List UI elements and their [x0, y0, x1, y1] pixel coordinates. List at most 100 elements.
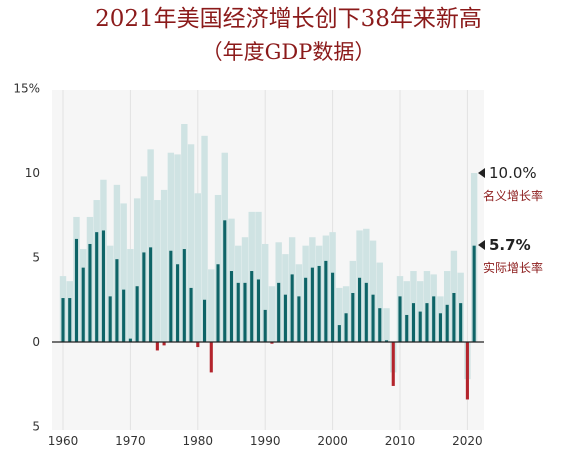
nominal-bar	[403, 281, 410, 342]
real-bar	[418, 311, 422, 342]
x-axis-ticks: 1960 1970 1980 1990 2000 2010 2020	[48, 434, 483, 448]
nominal-end-value: 10.0%	[489, 164, 537, 182]
arrow-left-icon	[478, 240, 485, 250]
y-tick-label: 5	[32, 420, 40, 434]
nominal-bar	[127, 249, 134, 342]
real-bar	[155, 342, 159, 351]
real-bar	[472, 245, 476, 342]
real-bar	[196, 342, 200, 348]
real-bar	[101, 230, 105, 342]
chart-subtitle: （年度GDP数据）	[201, 40, 376, 64]
real-bar	[202, 299, 207, 342]
real-bar	[364, 282, 368, 342]
nominal-bar	[160, 189, 168, 342]
real-bar	[256, 279, 261, 342]
real-bar	[182, 249, 186, 342]
real-bar	[398, 296, 402, 342]
nominal-bar	[106, 245, 114, 342]
real-bar	[61, 298, 65, 342]
real-bar	[351, 292, 355, 342]
nominal-end-label: 名义增长率	[483, 188, 543, 203]
real-bar	[331, 272, 335, 342]
real-bar	[290, 274, 294, 342]
nominal-bar	[181, 123, 188, 343]
nominal-bar	[147, 149, 154, 342]
real-bar	[142, 252, 146, 342]
nominal-bar	[201, 135, 208, 342]
real-bar	[452, 292, 456, 342]
real-end-value: 5.7%	[489, 236, 531, 254]
end-label-real: 5.7% 实际增长率	[478, 236, 543, 275]
real-bar	[371, 294, 375, 342]
real-bar	[270, 342, 274, 344]
nominal-bar	[133, 198, 141, 342]
y-tick-label: 0	[32, 335, 40, 349]
real-bar	[115, 259, 119, 342]
nominal-bar	[376, 262, 383, 342]
x-tick-label: 1990	[250, 434, 281, 448]
nominal-bar	[120, 203, 127, 342]
real-bar	[277, 282, 281, 342]
y-axis-ticks: 15% 10 5 0 5	[13, 82, 40, 434]
real-bar	[358, 277, 362, 342]
real-bar	[304, 277, 308, 342]
nominal-bar	[194, 193, 201, 342]
real-bar	[337, 325, 341, 342]
real-bar	[324, 260, 328, 342]
real-bar	[128, 338, 132, 342]
real-bar	[189, 287, 193, 342]
real-bar	[391, 342, 395, 386]
real-series	[61, 220, 476, 400]
real-bar	[438, 313, 442, 342]
nominal-bar	[154, 200, 161, 342]
real-end-label: 实际增长率	[483, 260, 543, 275]
real-bar	[378, 308, 382, 342]
real-bar	[95, 232, 99, 342]
real-bar	[384, 340, 389, 342]
real-bar	[74, 238, 79, 342]
real-bar	[169, 250, 173, 342]
real-bar	[432, 296, 436, 342]
real-bar	[263, 309, 267, 342]
y-tick-label: 15%	[13, 82, 40, 96]
real-bar	[149, 247, 153, 342]
real-bar	[88, 243, 92, 342]
real-bar	[344, 313, 348, 342]
real-bar	[108, 296, 112, 342]
nominal-bar	[208, 269, 215, 342]
real-bar	[459, 303, 463, 342]
real-bar	[445, 304, 449, 342]
real-bar	[216, 264, 220, 342]
real-bar	[283, 294, 287, 342]
real-bar	[250, 271, 254, 342]
real-bar	[229, 271, 234, 342]
nominal-bar	[336, 287, 343, 342]
nominal-bar	[369, 240, 377, 342]
x-tick-label: 1960	[48, 434, 79, 448]
x-tick-label: 1970	[115, 434, 146, 448]
real-bar	[162, 342, 166, 346]
real-bar	[68, 298, 72, 342]
real-bar	[317, 265, 321, 342]
real-bar	[236, 282, 240, 342]
real-bar	[297, 296, 301, 342]
nominal-bar	[167, 152, 175, 342]
arrow-left-icon	[478, 168, 485, 178]
x-tick-label: 2020	[452, 434, 483, 448]
y-tick-label: 5	[32, 251, 40, 265]
real-bar	[310, 267, 314, 342]
nominal-bar	[383, 308, 390, 342]
real-bar	[209, 342, 213, 373]
y-tick-label: 10	[25, 166, 40, 180]
real-bar	[135, 286, 139, 342]
real-bar	[243, 282, 247, 342]
chart-title: 2021年美国经济增长创下38年来新高	[95, 6, 482, 32]
real-bar	[405, 314, 409, 342]
real-bar	[81, 267, 85, 342]
real-bar	[176, 264, 180, 342]
x-tick-label: 2000	[317, 434, 348, 448]
nominal-bar	[255, 211, 262, 342]
nominal-bar	[187, 144, 195, 342]
end-label-nominal: 10.0% 名义增长率	[478, 164, 543, 203]
